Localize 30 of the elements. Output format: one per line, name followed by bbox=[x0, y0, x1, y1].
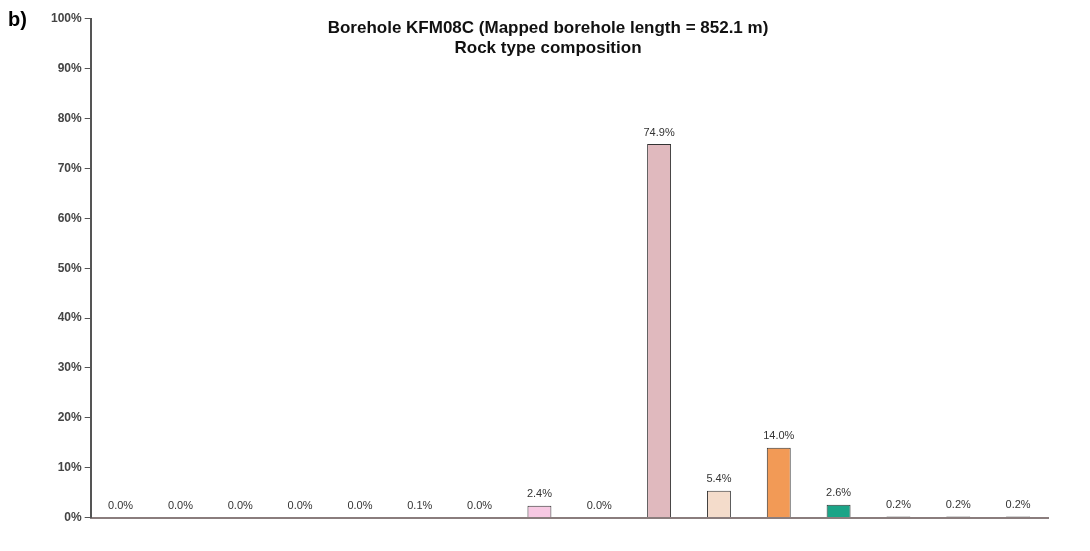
y-tick-label: 50% bbox=[57, 260, 83, 275]
data-label: 2.6% bbox=[826, 486, 852, 499]
y-tick-label: 20% bbox=[57, 410, 83, 425]
data-label: 0.0% bbox=[586, 499, 613, 512]
y-tick-label: 30% bbox=[57, 360, 83, 375]
y-tick-label: 80% bbox=[57, 110, 83, 125]
y-tick-label: 70% bbox=[57, 160, 83, 175]
data-label: 0.2% bbox=[1005, 498, 1031, 511]
data-label: 0.0% bbox=[287, 499, 313, 512]
data-label: 0.0% bbox=[167, 499, 194, 512]
data-label: 0.0% bbox=[467, 499, 493, 512]
data-label: 0.2% bbox=[945, 498, 971, 511]
data-label: 0.0% bbox=[227, 499, 254, 512]
y-tick-label: 100% bbox=[50, 11, 83, 26]
data-label: 0.0% bbox=[108, 499, 134, 512]
data-label: 2.4% bbox=[526, 487, 553, 500]
text: Rock type composition bbox=[454, 38, 642, 58]
y-tick-label: 40% bbox=[57, 310, 83, 325]
y-tick-label: 90% bbox=[57, 60, 83, 75]
data-label: 0.1% bbox=[407, 498, 433, 511]
data-label: 5.4% bbox=[706, 472, 732, 485]
y-tick-label: 60% bbox=[57, 210, 83, 225]
data-label: 0.2% bbox=[885, 498, 912, 511]
data-label: 74.9% bbox=[643, 125, 675, 138]
y-tick-label: 0% bbox=[64, 509, 83, 524]
y-tick-label: 10% bbox=[57, 460, 83, 475]
data-label: 14.0% bbox=[763, 429, 795, 442]
text: Borehole KFM08C (Mapped borehole length = 852.1 m) bbox=[327, 17, 769, 37]
text: b) bbox=[8, 8, 27, 31]
data-label: 0.0% bbox=[347, 499, 373, 512]
